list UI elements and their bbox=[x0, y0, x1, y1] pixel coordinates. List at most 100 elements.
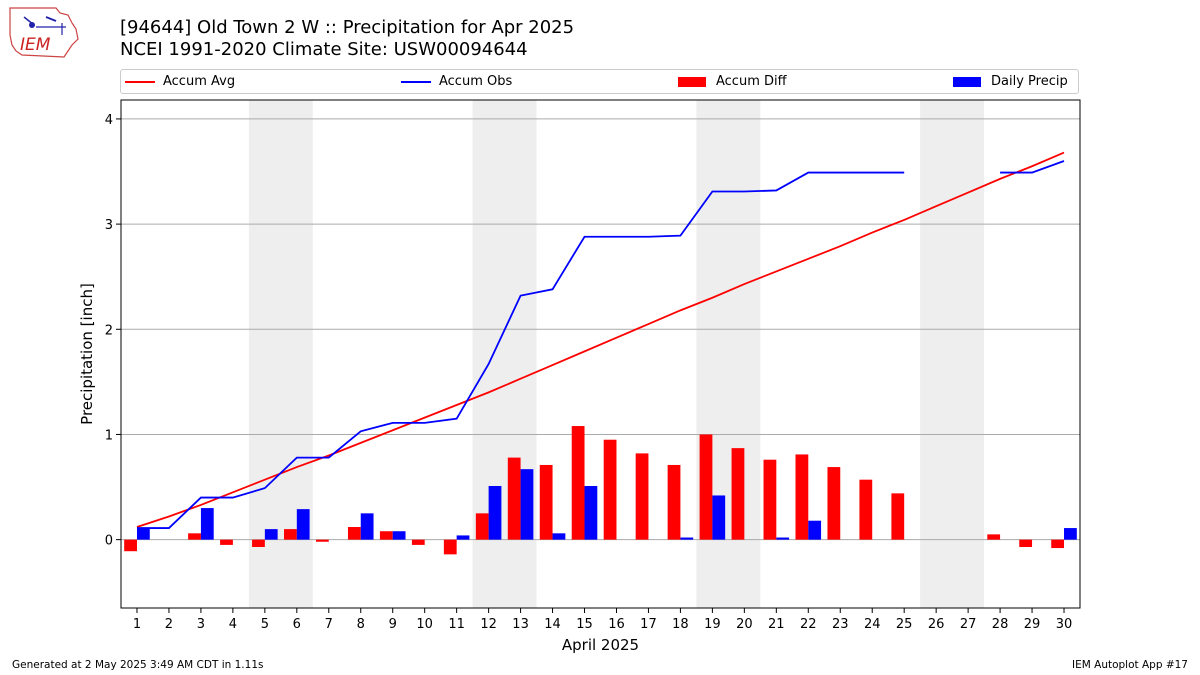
legend-item-accum-avg: Accum Avg bbox=[125, 70, 235, 93]
legend-label-accum-avg: Accum Avg bbox=[163, 74, 236, 89]
legend-item-accum-obs: Accum Obs bbox=[401, 70, 512, 93]
daily-bar-day-8 bbox=[360, 513, 374, 540]
daily-bar-day-3 bbox=[200, 508, 214, 540]
chart-subtitle: NCEI 1991-2020 Climate Site: USW00094644 bbox=[120, 39, 528, 60]
accum-obs-line-segment-1 bbox=[136, 171, 905, 529]
legend-swatch-accum-avg bbox=[125, 80, 155, 83]
diff-bar-day-1 bbox=[124, 539, 137, 552]
bar-series bbox=[124, 426, 1077, 555]
y-tick-label-3: 3 bbox=[105, 218, 113, 233]
chart-title: [94644] Old Town 2 W :: Precipitation fo… bbox=[120, 17, 575, 38]
x-tick-label-4: 4 bbox=[229, 617, 237, 632]
y-tick-label-0: 0 bbox=[105, 534, 113, 549]
daily-bar-day-22 bbox=[808, 520, 822, 540]
svg-text:IEM: IEM bbox=[20, 35, 51, 55]
legend-label-accum-diff: Accum Diff bbox=[716, 74, 787, 89]
accum-obs-line-segment-2 bbox=[1000, 160, 1065, 174]
diff-bar-day-11 bbox=[443, 539, 457, 555]
daily-bar-day-5 bbox=[264, 529, 278, 540]
diff-bar-day-10 bbox=[411, 539, 425, 545]
diff-bar-day-13 bbox=[507, 457, 521, 540]
legend-item-daily-precip: Daily Precip bbox=[953, 70, 1068, 93]
diff-bar-day-29 bbox=[1019, 539, 1033, 547]
y-tick-label-4: 4 bbox=[105, 113, 113, 128]
daily-bar-day-6 bbox=[296, 509, 310, 540]
legend-label-daily-precip: Daily Precip bbox=[991, 74, 1068, 89]
diff-bar-day-24 bbox=[859, 479, 873, 540]
daily-bar-day-14 bbox=[552, 533, 566, 540]
x-tick-label-15: 15 bbox=[576, 617, 593, 632]
x-tick-label-6: 6 bbox=[293, 617, 301, 632]
x-tick-label-14: 14 bbox=[544, 617, 561, 632]
y-tick-label-1: 1 bbox=[105, 428, 113, 443]
daily-bar-day-11 bbox=[456, 535, 470, 540]
line-series bbox=[136, 151, 1065, 529]
diff-bar-day-28 bbox=[987, 534, 1001, 540]
daily-bar-day-21 bbox=[776, 537, 790, 540]
x-tick-label-21: 21 bbox=[768, 617, 785, 632]
x-tick-label-18: 18 bbox=[672, 617, 689, 632]
diff-bar-day-17 bbox=[635, 453, 649, 540]
diff-bar-day-20 bbox=[731, 448, 745, 540]
plot-frame bbox=[120, 99, 1081, 609]
generated-footer: Generated at 2 May 2025 3:49 AM CDT in 1… bbox=[12, 659, 264, 671]
x-tick-label-10: 10 bbox=[416, 617, 433, 632]
diff-bar-day-15 bbox=[571, 426, 585, 540]
x-tick-label-5: 5 bbox=[261, 617, 269, 632]
x-tick-label-20: 20 bbox=[736, 617, 753, 632]
diff-bar-day-21 bbox=[763, 459, 777, 540]
daily-bar-day-19 bbox=[712, 495, 726, 540]
diff-bar-day-16 bbox=[603, 439, 617, 540]
x-tick-label-8: 8 bbox=[357, 617, 365, 632]
daily-bar-day-18 bbox=[680, 537, 694, 540]
diff-bar-day-23 bbox=[827, 467, 841, 540]
y-axis-label: Precipitation [inch] bbox=[78, 283, 96, 425]
x-tick-label-25: 25 bbox=[896, 617, 913, 632]
x-tick-label-17: 17 bbox=[640, 617, 657, 632]
x-tick-label-12: 12 bbox=[480, 617, 497, 632]
x-tick-label-7: 7 bbox=[325, 617, 333, 632]
diff-bar-day-8 bbox=[347, 527, 361, 540]
x-tick-label-28: 28 bbox=[992, 617, 1009, 632]
diff-bar-day-9 bbox=[379, 531, 393, 540]
iem-logo: IEM bbox=[9, 7, 79, 58]
x-axis-label: April 2025 bbox=[562, 636, 639, 654]
grid-lines bbox=[121, 118, 1080, 541]
legend-swatch-accum-diff bbox=[678, 76, 706, 87]
diff-bar-day-14 bbox=[539, 464, 553, 540]
daily-bar-day-30 bbox=[1064, 528, 1077, 540]
x-tick-label-3: 3 bbox=[197, 617, 205, 632]
diff-bar-day-7 bbox=[315, 539, 329, 542]
diff-bar-day-19 bbox=[699, 434, 713, 540]
diff-bar-day-6 bbox=[284, 529, 297, 540]
legend-swatch-accum-obs bbox=[401, 80, 431, 83]
weekend-shading bbox=[248, 100, 985, 608]
diff-bar-day-18 bbox=[667, 464, 681, 540]
daily-bar-day-1 bbox=[136, 528, 150, 540]
daily-bar-day-15 bbox=[584, 485, 598, 540]
x-tick-label-29: 29 bbox=[1024, 617, 1041, 632]
y-tick-label-2: 2 bbox=[105, 323, 113, 338]
accum-avg-line-segment-1 bbox=[136, 151, 1065, 528]
x-tick-label-27: 27 bbox=[960, 617, 977, 632]
x-tick-label-22: 22 bbox=[800, 617, 817, 632]
diff-bar-day-4 bbox=[220, 539, 233, 545]
diff-bar-day-12 bbox=[475, 513, 489, 540]
daily-bar-day-9 bbox=[392, 531, 406, 540]
x-tick-label-1: 1 bbox=[133, 617, 141, 632]
daily-bar-day-13 bbox=[520, 469, 534, 540]
x-tick-label-19: 19 bbox=[704, 617, 721, 632]
diff-bar-day-22 bbox=[795, 454, 809, 540]
x-tick-label-24: 24 bbox=[864, 617, 881, 632]
x-tick-label-2: 2 bbox=[165, 617, 173, 632]
x-tick-label-30: 30 bbox=[1056, 617, 1073, 632]
legend-swatch-daily-precip bbox=[953, 76, 981, 87]
app-footer: IEM Autoplot App #17 bbox=[1072, 659, 1188, 671]
x-tick-label-16: 16 bbox=[608, 617, 625, 632]
daily-bar-day-12 bbox=[488, 485, 502, 540]
legend-item-accum-diff: Accum Diff bbox=[678, 70, 787, 93]
diff-bar-day-25 bbox=[891, 493, 905, 540]
chart-legend: Accum Avg Accum Obs Accum Diff Daily Pre… bbox=[120, 69, 1079, 94]
